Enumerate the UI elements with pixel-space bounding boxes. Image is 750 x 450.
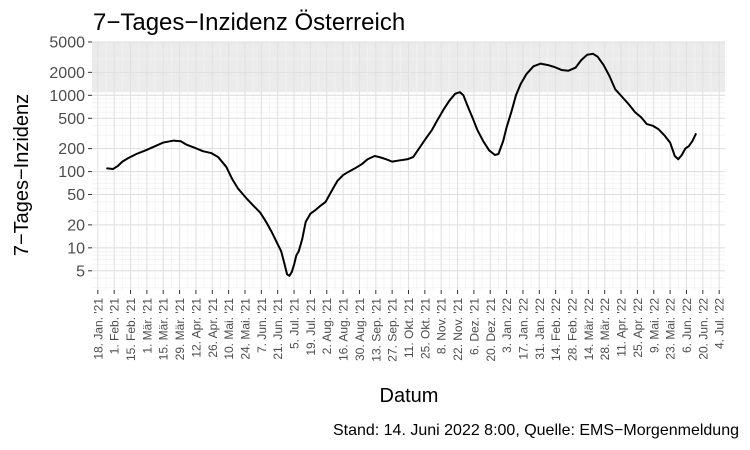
x-tick-label: 28. Mär. '22 bbox=[598, 298, 612, 361]
x-tick-label: 12. Apr. '21 bbox=[189, 298, 203, 358]
y-tick-label: 500 bbox=[58, 111, 85, 128]
y-tick-label: 5000 bbox=[49, 35, 85, 52]
y-tick-label: 10 bbox=[67, 240, 85, 257]
x-tick-label: 15. Feb. '21 bbox=[124, 298, 138, 361]
x-tick-label: 29. Mär. '21 bbox=[173, 298, 187, 361]
x-tick-label: 6. Dez. '21 bbox=[467, 298, 481, 355]
x-tick-labels: 18. Jan. '21 1. Feb. '21 15. Feb. '21 1. Mä… bbox=[91, 290, 727, 362]
plot-panel bbox=[92, 41, 725, 290]
x-tick-label: 11. Okt. '21 bbox=[402, 298, 416, 358]
x-tick-label: 27. Sep. '21 bbox=[386, 298, 400, 362]
x-tick-label: 1. Feb. '21 bbox=[108, 298, 122, 355]
x-axis-title: Datum bbox=[380, 385, 439, 407]
x-tick-label: 26. Apr. '21 bbox=[206, 298, 220, 358]
chart-title: 7−Tages−Inzidenz Österreich bbox=[93, 9, 405, 36]
y-tick-label: 200 bbox=[58, 141, 85, 158]
y-tick-labels: 5 10 20 50 100 200 500 1000 2000 5000 bbox=[49, 35, 92, 280]
x-tick-label: 19. Jul. '21 bbox=[304, 298, 318, 356]
x-tick-label: 21. Jun. '21 bbox=[271, 298, 285, 360]
x-tick-label: 28. Feb. '22 bbox=[566, 298, 580, 361]
x-tick-label: 5. Jul. '21 bbox=[288, 298, 302, 349]
x-tick-label: 20. Jun. '22 bbox=[696, 298, 710, 360]
y-axis-title: 7−Tages−Inzidenz bbox=[11, 94, 33, 256]
x-tick-label: 17. Jan. '22 bbox=[516, 298, 530, 360]
chart-caption: Stand: 14. Juni 2022 8:00, Quelle: EMS−M… bbox=[333, 422, 739, 439]
x-tick-label: 25. Okt. '21 bbox=[418, 298, 432, 359]
y-tick-label: 1000 bbox=[49, 88, 85, 105]
x-tick-label: 7. Jun. '21 bbox=[255, 298, 269, 353]
y-tick-label: 2000 bbox=[49, 65, 85, 82]
y-tick-label: 20 bbox=[67, 217, 85, 234]
x-tick-label: 23. Mai. '22 bbox=[664, 298, 678, 360]
x-tick-label: 18. Jan. '21 bbox=[91, 298, 105, 360]
x-tick-label: 30. Aug. '21 bbox=[353, 298, 367, 361]
y-tick-label: 100 bbox=[58, 164, 85, 181]
x-tick-label: 6. Jun. '22 bbox=[680, 298, 694, 353]
x-tick-label: 13. Sep. '21 bbox=[369, 298, 383, 362]
x-tick-label: 22. Nov. '21 bbox=[451, 298, 465, 361]
x-tick-label: 2. Aug. '21 bbox=[320, 298, 334, 355]
x-tick-label: 15. Mär. '21 bbox=[157, 298, 171, 361]
x-tick-label: 10. Mai. '21 bbox=[222, 298, 236, 360]
x-tick-label: 3. Jan. '22 bbox=[500, 298, 514, 353]
x-tick-label: 20. Dez. '21 bbox=[484, 298, 498, 362]
y-tick-label: 50 bbox=[67, 187, 85, 204]
x-tick-label: 11. Apr. '22 bbox=[615, 298, 629, 357]
x-tick-label: 8. Nov. '21 bbox=[435, 298, 449, 354]
x-tick-label: 14. Mär. '22 bbox=[582, 298, 596, 361]
y-tick-label: 5 bbox=[76, 263, 85, 280]
series-line bbox=[106, 52, 697, 277]
x-tick-label: 31. Jan. '22 bbox=[533, 298, 547, 360]
x-tick-label: 16. Aug. '21 bbox=[337, 298, 351, 361]
x-tick-label: 25. Apr. '22 bbox=[631, 298, 645, 358]
x-tick-label: 14. Feb. '22 bbox=[549, 298, 563, 361]
x-tick-label: 1. Mär. '21 bbox=[140, 298, 154, 354]
x-tick-label: 4. Jul. '22 bbox=[713, 298, 727, 349]
x-tick-label: 9. Mai. '22 bbox=[647, 298, 661, 353]
x-tick-label: 24. Mai. '21 bbox=[238, 298, 252, 360]
